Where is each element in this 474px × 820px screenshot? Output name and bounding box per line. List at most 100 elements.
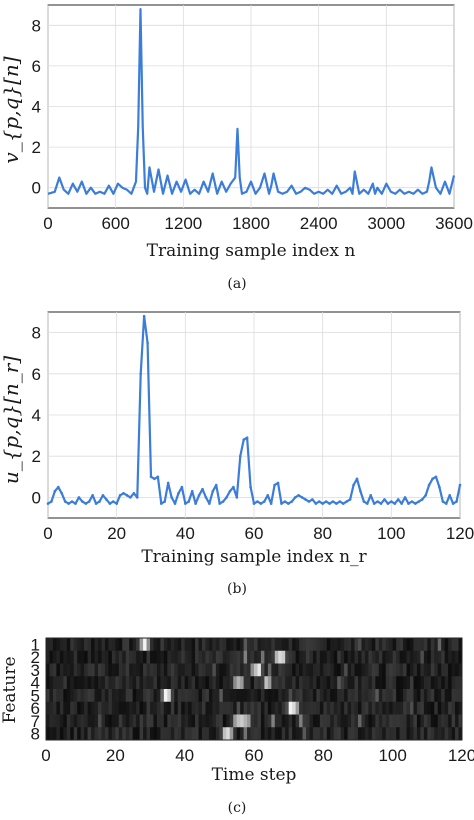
heatmap-cell xyxy=(77,650,82,664)
heatmap-cell xyxy=(212,638,217,652)
heatmap-cell xyxy=(108,638,113,652)
heatmap-cell xyxy=(87,663,92,677)
heatmap-cell xyxy=(451,663,456,677)
heatmap-cell xyxy=(205,650,210,664)
heatmap-cell xyxy=(330,689,335,703)
panel-b-caption: (b) xyxy=(227,581,247,597)
heatmap-cell xyxy=(118,663,123,677)
heatmap-cell xyxy=(351,650,355,664)
heatmap-cell xyxy=(191,727,196,741)
heatmap-cell xyxy=(257,714,262,728)
b-data-point xyxy=(427,483,431,487)
heatmap-cell xyxy=(326,701,331,715)
a-x-tick-label: 2400 xyxy=(300,214,338,233)
heatmap-cell xyxy=(174,663,179,677)
heatmap-cell xyxy=(73,727,78,741)
heatmap-cell xyxy=(195,689,199,703)
heatmap-cell xyxy=(122,714,127,728)
heatmap-cell xyxy=(198,650,203,664)
heatmap-cell xyxy=(413,676,418,690)
heatmap-cell xyxy=(326,650,331,664)
heatmap-cell xyxy=(191,663,196,677)
heatmap-cell xyxy=(122,727,127,741)
panel-b-y-ticks: 0 2 4 6 8 xyxy=(32,324,41,508)
b-data-point xyxy=(84,502,88,505)
heatmap-cell xyxy=(87,701,92,715)
heatmap-cell xyxy=(326,714,331,728)
heatmap-cell xyxy=(368,727,373,741)
heatmap-cell xyxy=(236,650,241,664)
b-data-point xyxy=(455,500,458,503)
heatmap-cell xyxy=(46,676,50,690)
heatmap-cell xyxy=(347,701,352,715)
heatmap-cell xyxy=(129,727,134,741)
heatmap-cell xyxy=(364,689,369,703)
heatmap-cell xyxy=(153,689,158,703)
b-data-point xyxy=(108,502,112,505)
heatmap-cell xyxy=(150,727,154,741)
heatmap-cell xyxy=(455,727,459,741)
heatmap-cell xyxy=(420,650,425,664)
heatmap-cell xyxy=(437,727,442,741)
heatmap-cell xyxy=(136,663,140,677)
heatmap-cell xyxy=(115,650,120,664)
b-y-tick-label: 8 xyxy=(32,324,41,343)
heatmap-cell xyxy=(122,650,127,664)
heatmap-cell xyxy=(427,701,432,715)
heatmap-cell xyxy=(202,714,206,728)
heatmap-cell xyxy=(132,638,137,652)
heatmap-cell xyxy=(389,701,394,715)
heatmap-cell xyxy=(136,727,140,741)
heatmap-cell xyxy=(455,663,459,677)
heatmap-cell xyxy=(448,714,452,728)
heatmap-cell xyxy=(222,689,227,703)
heatmap-cell xyxy=(295,638,300,652)
heatmap-cell xyxy=(274,663,279,677)
heatmap-cell xyxy=(184,676,189,690)
b-data-point xyxy=(187,500,191,503)
heatmap-cell xyxy=(392,676,397,690)
heatmap-cell xyxy=(52,638,57,652)
heatmap-cell xyxy=(87,714,92,728)
heatmap-cell xyxy=(299,638,303,652)
heatmap-cell xyxy=(191,701,196,715)
heatmap-cell xyxy=(108,714,113,728)
heatmap-cell xyxy=(174,676,179,690)
heatmap-cell xyxy=(396,663,400,677)
heatmap-cell xyxy=(146,676,151,690)
heatmap-cell xyxy=(302,663,307,677)
heatmap-cell xyxy=(181,727,186,741)
heatmap-cell xyxy=(368,638,373,652)
heatmap-cell xyxy=(382,650,387,664)
heatmap-cell xyxy=(226,689,231,703)
b-data-point xyxy=(146,341,149,345)
heatmap-cell xyxy=(115,689,120,703)
b-data-point xyxy=(434,475,438,479)
heatmap-cell xyxy=(361,676,366,690)
heatmap-cell xyxy=(226,676,231,690)
heatmap-cell xyxy=(184,727,189,741)
heatmap-cell xyxy=(219,714,224,728)
heatmap-cell xyxy=(104,663,109,677)
b-data-point xyxy=(451,502,455,505)
heatmap-cell xyxy=(146,727,151,741)
heatmap-cell xyxy=(125,663,130,677)
heatmap-cell xyxy=(219,638,224,652)
heatmap-cell xyxy=(423,727,428,741)
heatmap-cell xyxy=(271,689,276,703)
heatmap-cell xyxy=(163,714,168,728)
heatmap-cell xyxy=(150,701,154,715)
heatmap-cell xyxy=(264,701,269,715)
heatmap-cell xyxy=(264,714,269,728)
heatmap-cell xyxy=(385,638,390,652)
heatmap-cell xyxy=(205,714,210,728)
heatmap-cell xyxy=(371,727,376,741)
heatmap-cell xyxy=(406,676,411,690)
b-data-point xyxy=(74,502,77,505)
heatmap-cell xyxy=(49,714,54,728)
heatmap-cell xyxy=(319,714,324,728)
heatmap-cell xyxy=(125,727,130,741)
heatmap-cell xyxy=(316,676,321,690)
heatmap-cell xyxy=(250,689,255,703)
heatmap-cell xyxy=(52,676,57,690)
